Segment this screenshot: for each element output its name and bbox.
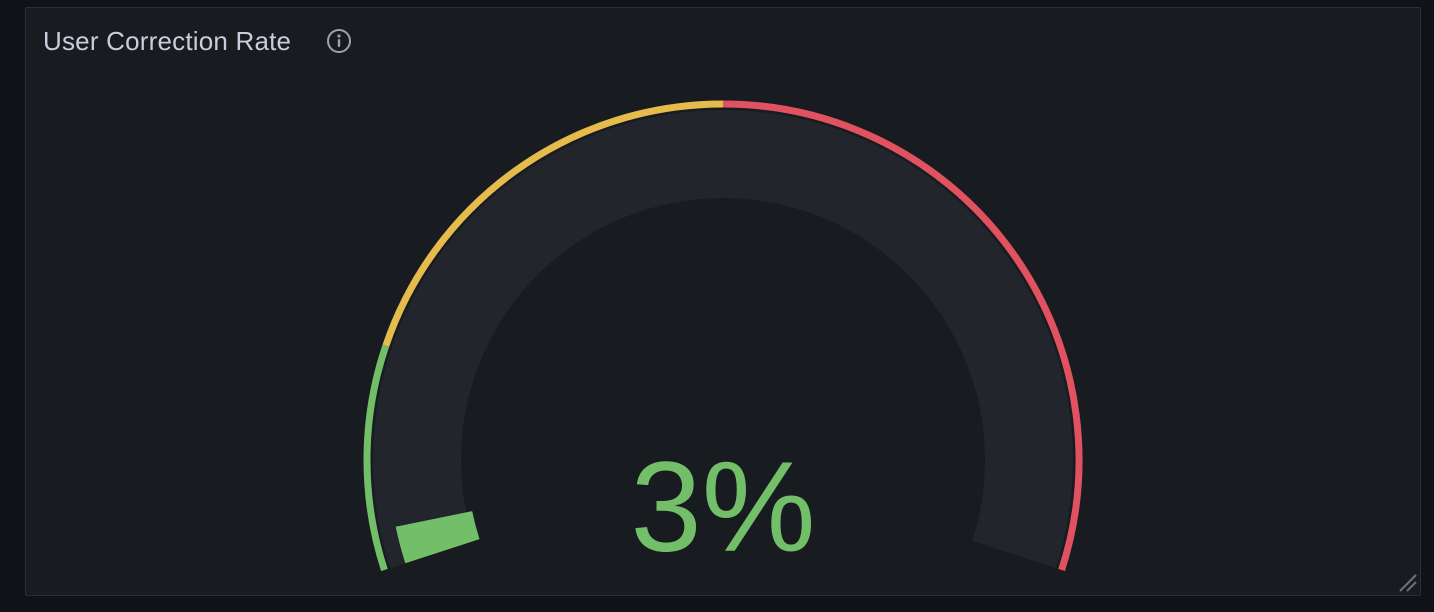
gauge-threshold-arc	[363, 344, 390, 572]
gauge-track	[372, 109, 1073, 569]
gauge-value-label: 3%	[631, 436, 816, 579]
panel-header[interactable]: User Correction Rate	[43, 23, 353, 59]
resize-handle-icon[interactable]	[1396, 571, 1418, 593]
gauge-panel: User Correction Rate 3%	[25, 7, 1421, 596]
panel-title[interactable]: User Correction Rate	[43, 25, 292, 56]
gauge-threshold-arc	[382, 100, 724, 347]
gauge-chart: 3%	[363, 100, 1083, 579]
gauge-value-bar	[395, 511, 480, 564]
info-circle-icon[interactable]	[325, 27, 353, 55]
gauge-threshold-arc	[722, 100, 1083, 572]
